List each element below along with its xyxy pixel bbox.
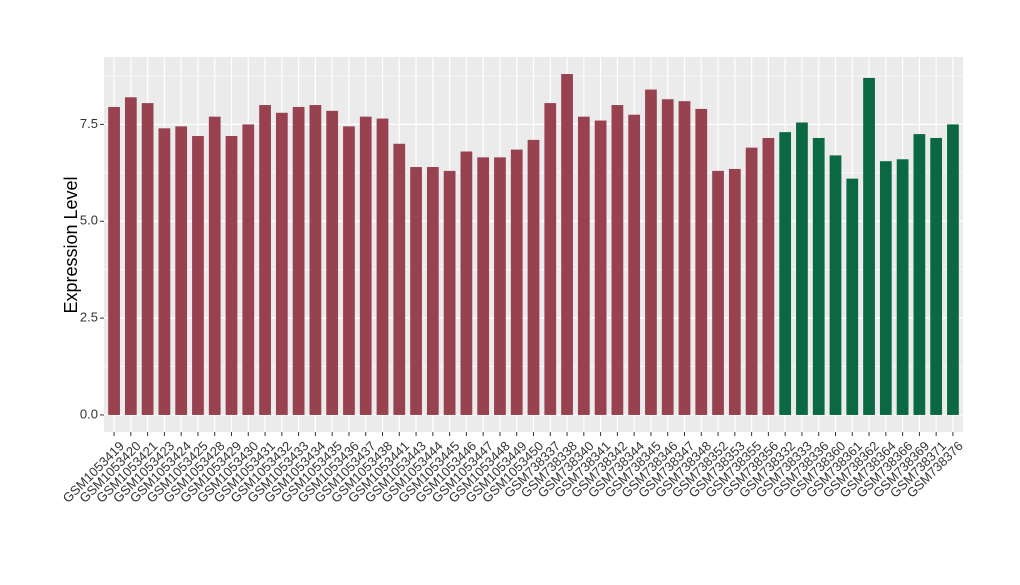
bar [678, 101, 691, 415]
bar [124, 97, 137, 415]
bar [175, 126, 188, 415]
bar [359, 116, 372, 415]
bar [628, 114, 641, 415]
bar [661, 99, 674, 415]
bar [712, 170, 724, 415]
bar [913, 134, 926, 415]
bar [812, 137, 825, 415]
bar [594, 120, 607, 415]
bar [863, 77, 875, 415]
bar [192, 136, 204, 415]
y-tick-label: 0.0 [80, 406, 98, 421]
bar [561, 74, 573, 415]
bar [141, 103, 154, 415]
bar [879, 161, 892, 415]
bar [410, 167, 422, 415]
bar [728, 168, 741, 415]
bar [796, 122, 808, 415]
bar [846, 178, 859, 415]
bar [443, 170, 456, 415]
bar [494, 157, 506, 415]
bar [695, 108, 708, 415]
bar [309, 105, 322, 415]
bar [947, 124, 959, 415]
bar [259, 105, 271, 415]
bar [426, 167, 439, 415]
bar [762, 137, 775, 415]
bar [343, 126, 355, 415]
bar [930, 137, 943, 415]
bar [611, 105, 624, 415]
bar [527, 139, 540, 415]
bar [108, 106, 120, 415]
bar [275, 112, 288, 415]
bar [544, 103, 557, 415]
bar [645, 89, 657, 415]
bar [510, 149, 523, 415]
y-axis-title: Expression Level [61, 176, 81, 313]
bar [326, 110, 339, 415]
bar [208, 116, 221, 415]
bar [577, 116, 590, 415]
bar [829, 155, 842, 415]
bar [460, 151, 473, 415]
bar [292, 106, 305, 415]
bar [896, 159, 909, 415]
bar [376, 118, 389, 415]
bar [225, 136, 238, 415]
bar [393, 143, 406, 415]
bar [242, 124, 255, 415]
bar [745, 147, 758, 415]
y-tick-label: 5.0 [80, 213, 98, 228]
bar [158, 128, 171, 415]
y-tick-label: 7.5 [80, 116, 98, 131]
bar [477, 157, 490, 415]
y-tick-label: 2.5 [80, 310, 98, 325]
bar [779, 132, 792, 415]
